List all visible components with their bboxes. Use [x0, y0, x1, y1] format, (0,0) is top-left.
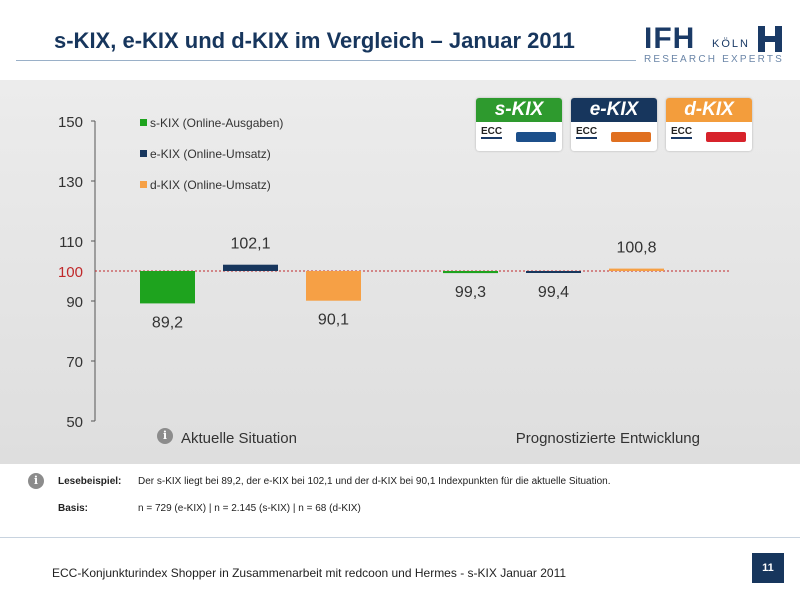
- category-label: Aktuelle Situation: [181, 430, 297, 447]
- logo-city: KÖLN: [712, 38, 750, 50]
- data-label: 102,1: [230, 236, 270, 253]
- logo-tagline: RESEARCH EXPERTS: [644, 54, 785, 65]
- legend-swatch: [140, 181, 147, 188]
- basis-label: Basis:: [58, 503, 89, 514]
- category-label: Prognostizierte Entwicklung: [516, 430, 700, 447]
- ifh-logo: IFH KÖLN RESEARCH EXPERTS: [640, 22, 790, 66]
- s-kix-badge-title: s-KIX: [476, 98, 562, 122]
- partner-logo: [611, 132, 651, 142]
- ecc-logo: ECC: [481, 126, 503, 139]
- kix-bar-chart: 150 130 110 90 70 50 100 89,2 99,3 102,1 99,4 90,1 1…: [58, 114, 730, 447]
- legend-label: e-KIX (Online-Umsatz): [150, 147, 271, 161]
- e-kix-badge: e-KIX ECC: [571, 98, 657, 151]
- y-tick-label: 110: [59, 234, 83, 251]
- reading-example-text: Der s-KIX liegt bei 89,2, der e-KIX bei …: [138, 476, 611, 487]
- y-tick-label: 50: [66, 414, 83, 431]
- partner-logo: [706, 132, 746, 142]
- d-kix-badge: d-KIX ECC: [666, 98, 752, 151]
- bar: [609, 268, 664, 271]
- logo-text: IFH: [644, 22, 696, 55]
- bar: [223, 264, 278, 271]
- legend-swatch: [140, 119, 147, 126]
- legend-swatch: [140, 150, 147, 157]
- y-tick-label: 130: [58, 174, 83, 191]
- bar: [140, 271, 195, 304]
- reading-example-label: Lesebeispiel:: [58, 476, 122, 487]
- info-icon: i: [157, 428, 173, 444]
- data-label: 100,8: [616, 240, 656, 257]
- legend-label: s-KIX (Online-Ausgaben): [150, 116, 283, 130]
- e-kix-badge-title: e-KIX: [571, 98, 657, 122]
- logo-mark-icon: [758, 26, 782, 52]
- data-label: 89,2: [152, 314, 183, 331]
- legend-label: d-KIX (Online-Umsatz): [150, 178, 271, 192]
- partner-logo: [516, 132, 556, 142]
- page-number: 11: [752, 553, 784, 583]
- bar: [306, 271, 361, 301]
- bar: [526, 271, 581, 273]
- title-divider: [16, 60, 636, 61]
- ecc-logo: ECC: [576, 126, 598, 139]
- y-tick-label: 70: [66, 354, 83, 371]
- data-label: 99,3: [455, 284, 486, 301]
- basis-text: n = 729 (e-KIX) | n = 2.145 (s-KIX) | n …: [138, 503, 361, 514]
- y-tick-label: 150: [58, 114, 83, 131]
- d-kix-badge-title: d-KIX: [666, 98, 752, 122]
- y-tick-label: 90: [66, 294, 83, 311]
- slide-title: s-KIX, e-KIX und d-KIX im Vergleich – Ja…: [54, 28, 575, 53]
- s-kix-badge: s-KIX ECC: [476, 98, 562, 151]
- data-label: 99,4: [538, 284, 569, 301]
- ecc-logo: ECC: [671, 126, 693, 139]
- footer-text: ECC-Konjunkturindex Shopper in Zusammena…: [52, 566, 567, 580]
- data-label: 90,1: [318, 312, 349, 329]
- baseline-label: 100: [58, 264, 83, 281]
- footer-divider: [0, 537, 800, 538]
- bar: [443, 271, 498, 274]
- info-icon: i: [28, 473, 44, 489]
